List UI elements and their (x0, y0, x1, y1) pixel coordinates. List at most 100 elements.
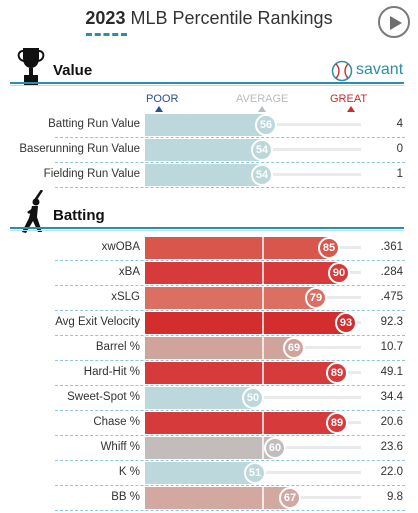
percentile-row[interactable]: K % 51 22.0 (0, 461, 418, 486)
percentile-row[interactable]: Fielding Run Value 54 1 (0, 163, 418, 188)
percentile-bar (145, 287, 316, 309)
percentile-bubble[interactable]: 89 (326, 362, 348, 384)
metric-value: .361 (380, 241, 403, 253)
percentile-row[interactable]: Whiff % 60 23.6 (0, 436, 418, 461)
section-title-batting: Batting (53, 207, 105, 224)
metric-value: 23.6 (380, 441, 403, 453)
metric-label: Chase % (93, 416, 140, 428)
percentile-bar (145, 412, 337, 434)
average-line (262, 262, 264, 284)
batter-icon (22, 190, 44, 233)
title-year: 2023 (85, 8, 126, 28)
row-divider (55, 310, 405, 311)
scale-poor-label: POOR (146, 93, 179, 105)
percentile-bubble[interactable]: 54 (251, 139, 273, 161)
percentile-bubble[interactable]: 90 (328, 262, 350, 284)
percentile-bar (145, 312, 346, 334)
average-line (262, 312, 264, 334)
savant-logo[interactable]: savant (331, 60, 405, 82)
percentile-bubble[interactable]: 89 (326, 412, 348, 434)
average-line (262, 362, 264, 384)
metric-value: 22.0 (380, 466, 403, 478)
metric-value: 9.8 (387, 491, 403, 503)
metric-label: xBA (118, 266, 140, 278)
play-button[interactable] (378, 6, 410, 38)
metric-label: Sweet-Spot % (67, 391, 140, 403)
trophy-icon (17, 48, 45, 85)
percentile-row[interactable]: xSLG 79 .475 (0, 286, 418, 311)
metric-label: K % (118, 466, 140, 478)
percentile-bubble[interactable]: 85 (318, 237, 340, 259)
title-text: MLB Percentile Rankings (130, 8, 333, 28)
percentile-bar (145, 139, 262, 161)
batting-section-rule (10, 227, 404, 229)
value-section-rule-thin (10, 85, 404, 86)
percentile-row[interactable]: Hard-Hit % 89 49.1 (0, 361, 418, 386)
metric-label: BB % (111, 491, 140, 503)
percentile-row[interactable]: Batting Run Value 56 4 (0, 113, 418, 138)
percentile-bubble[interactable]: 56 (255, 114, 277, 136)
metric-label: Batting Run Value (48, 118, 140, 130)
average-marker (258, 106, 266, 112)
percentile-bubble[interactable]: 67 (279, 487, 301, 509)
metric-value: 20.6 (380, 416, 403, 428)
savant-text: savant (356, 61, 404, 78)
metric-label: Hard-Hit % (83, 366, 140, 378)
row-divider (55, 285, 405, 286)
row-divider (55, 485, 405, 486)
metric-value: 1 (396, 168, 403, 180)
row-divider (55, 410, 405, 411)
play-icon (390, 16, 402, 30)
percentile-bubble[interactable]: 51 (244, 462, 266, 484)
baseball-icon (331, 60, 353, 82)
percentile-row[interactable]: Chase % 89 20.6 (0, 411, 418, 436)
metric-value: 34.4 (380, 391, 403, 403)
percentile-bubble[interactable]: 69 (283, 337, 305, 359)
scale-great: GREAT (330, 93, 368, 112)
average-line (262, 237, 264, 259)
title-underline (86, 33, 127, 36)
metric-value: 92.3 (380, 316, 403, 328)
metric-label: Baserunning Run Value (19, 143, 140, 155)
metric-label: Avg Exit Velocity (55, 316, 140, 328)
percentile-bubble[interactable]: 60 (264, 437, 286, 459)
percentile-bubble[interactable]: 54 (251, 164, 273, 186)
metric-label: xSLG (111, 291, 140, 303)
metric-label: xwOBA (101, 241, 140, 253)
row-divider (55, 435, 405, 436)
percentile-row[interactable]: xwOBA 85 .361 (0, 236, 418, 261)
batting-section-header: Batting (10, 190, 404, 233)
average-line (262, 412, 264, 434)
page-title: 2023 MLB Percentile Rankings (0, 8, 418, 29)
percentile-bubble[interactable]: 79 (305, 287, 327, 309)
percentile-bubble[interactable]: 93 (335, 312, 357, 334)
value-section-rule (10, 82, 404, 84)
percentile-bar (145, 262, 339, 284)
percentile-row[interactable]: BB % 67 9.8 (0, 486, 418, 511)
percentile-bar (145, 114, 266, 136)
section-title-value: Value (53, 62, 93, 79)
average-line (262, 337, 264, 359)
scale-average: AVERAGE (236, 93, 288, 112)
scale-poor: POOR (146, 93, 179, 112)
percentile-bar (145, 487, 290, 509)
row-divider (55, 385, 405, 386)
row-divider (55, 360, 405, 361)
metric-value: 4 (396, 118, 403, 130)
value-section-header: Value (10, 46, 404, 85)
average-line (262, 437, 264, 459)
percentile-row[interactable]: Sweet-Spot % 50 34.4 (0, 386, 418, 411)
row-divider (55, 137, 405, 138)
row-divider (55, 162, 405, 163)
percentile-row[interactable]: Avg Exit Velocity 93 92.3 (0, 311, 418, 336)
poor-marker (155, 106, 163, 112)
percentile-row[interactable]: Barrel % 69 10.7 (0, 336, 418, 361)
percentile-row[interactable]: Baserunning Run Value 54 0 (0, 138, 418, 163)
metric-label: Fielding Run Value (43, 168, 140, 180)
average-line (262, 487, 264, 509)
percentile-bubble[interactable]: 50 (242, 387, 264, 409)
scale-great-label: GREAT (330, 93, 368, 105)
metric-value: 0 (396, 143, 403, 155)
metric-label: Whiff % (100, 441, 140, 453)
percentile-row[interactable]: xBA 90 .284 (0, 261, 418, 286)
